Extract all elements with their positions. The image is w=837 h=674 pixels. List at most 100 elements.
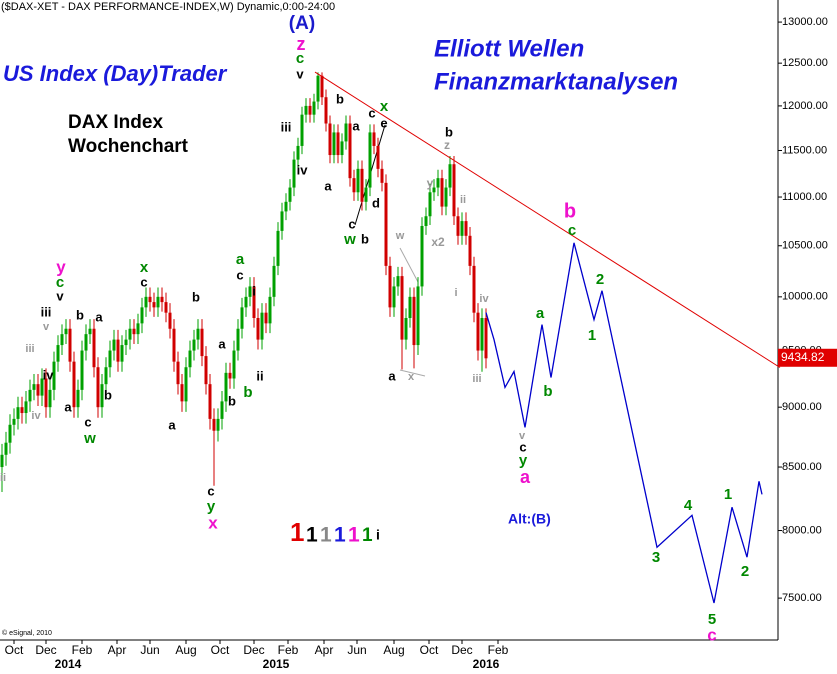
x-tick-label: Jun: [347, 643, 366, 657]
candle-body: [480, 318, 484, 351]
candle-body: [276, 230, 280, 266]
x-tick-label: Oct: [5, 643, 24, 657]
annotation: a: [64, 399, 72, 414]
candle-body: [460, 221, 464, 236]
annotation: c: [84, 414, 91, 429]
candle-body: [380, 168, 384, 183]
candle-body: [220, 401, 224, 419]
annotation: y: [427, 176, 434, 190]
candle-body: [92, 328, 96, 368]
candle-body: [20, 407, 24, 414]
candle-body: [56, 345, 60, 362]
x-tick-label: Feb: [488, 643, 509, 657]
annotation: Elliott Wellen: [434, 35, 584, 62]
annotation: e: [380, 115, 387, 130]
candle-body: [76, 389, 80, 408]
annotation: iv: [297, 162, 309, 177]
candle-body: [164, 302, 168, 313]
candle-body: [32, 384, 36, 390]
candle-body: [376, 145, 380, 169]
wave-guide: [399, 369, 426, 377]
candle-body: [244, 296, 248, 308]
annotation: 2: [741, 563, 749, 580]
x-tick-label: Aug: [383, 643, 404, 657]
y-tick-label: 10500.00: [782, 240, 828, 252]
y-tick-label: 9000.00: [782, 401, 822, 413]
year-label: 2015: [263, 657, 290, 671]
candle-body: [176, 361, 180, 385]
candle-body: [212, 418, 216, 431]
annotation: i: [376, 527, 380, 543]
annotation: 2: [596, 271, 604, 288]
annotation: 1: [290, 517, 304, 547]
x-tick-label: Oct: [211, 643, 230, 657]
annotation: 1: [348, 524, 360, 547]
candle-body: [372, 132, 376, 146]
x-tick-label: Feb: [72, 643, 93, 657]
candle-body: [432, 187, 436, 193]
x-tick-label: Dec: [243, 643, 264, 657]
candle-body: [36, 384, 40, 396]
candle-body: [424, 216, 428, 226]
candle-body: [484, 318, 488, 359]
x-tick-label: Dec: [35, 643, 56, 657]
candle-body: [156, 296, 160, 308]
candle-body: [188, 350, 192, 368]
y-tick-label: 12000.00: [782, 100, 828, 112]
annotation: b: [228, 393, 236, 408]
x-tick-label: Feb: [278, 643, 299, 657]
annotation: w: [395, 230, 405, 242]
annotation: z: [444, 138, 450, 152]
annotation: 1: [362, 525, 373, 546]
candle-body: [264, 312, 268, 324]
candle-body: [116, 339, 120, 362]
annotation: b: [361, 231, 369, 246]
annotation: y: [519, 452, 528, 469]
annotation: c: [519, 439, 526, 454]
candle-body: [360, 168, 364, 202]
annotation: iii: [25, 343, 34, 355]
candle-body: [84, 334, 88, 351]
candle-body: [172, 328, 176, 362]
annotation: c: [296, 50, 304, 67]
annotation: b: [192, 289, 200, 304]
annotation: c: [368, 105, 375, 120]
candle-body: [216, 418, 220, 431]
last-price-box: [778, 348, 837, 367]
candle-body: [52, 361, 56, 390]
annotation: v: [296, 66, 304, 81]
candle-body: [152, 302, 156, 308]
candle-body: [196, 328, 200, 340]
annotation: 3: [652, 549, 660, 566]
candle-body: [88, 328, 92, 335]
candle-body: [364, 187, 368, 202]
candle-body: [0, 454, 4, 468]
annotation: a: [218, 336, 226, 351]
annotation: a: [352, 118, 360, 133]
annotation: d: [372, 195, 380, 210]
candle-body: [240, 307, 244, 329]
annotation: v: [56, 288, 64, 303]
annotation: b: [243, 384, 252, 401]
candle-body: [112, 339, 116, 351]
annotation: a: [536, 305, 545, 322]
annotation: b: [564, 200, 576, 222]
x-tick-label: Jun: [140, 643, 159, 657]
y-tick-label: 8000.00: [782, 524, 822, 536]
candle-body: [348, 123, 352, 179]
annotation: US Index (Day)Trader: [3, 61, 228, 86]
annotation: v: [519, 430, 526, 442]
x-tick-label: Dec: [451, 643, 472, 657]
annotation: b: [336, 91, 344, 106]
candle-body: [444, 187, 448, 207]
candle-body: [228, 372, 232, 379]
candle-body: [344, 123, 348, 142]
annotation: c: [236, 267, 243, 282]
annotation: DAX Index: [68, 112, 163, 133]
candle-body: [288, 187, 292, 202]
annotation: x2: [431, 235, 445, 249]
candle-body: [324, 97, 328, 124]
candle-body: [120, 345, 124, 362]
annotation: b: [76, 307, 84, 322]
